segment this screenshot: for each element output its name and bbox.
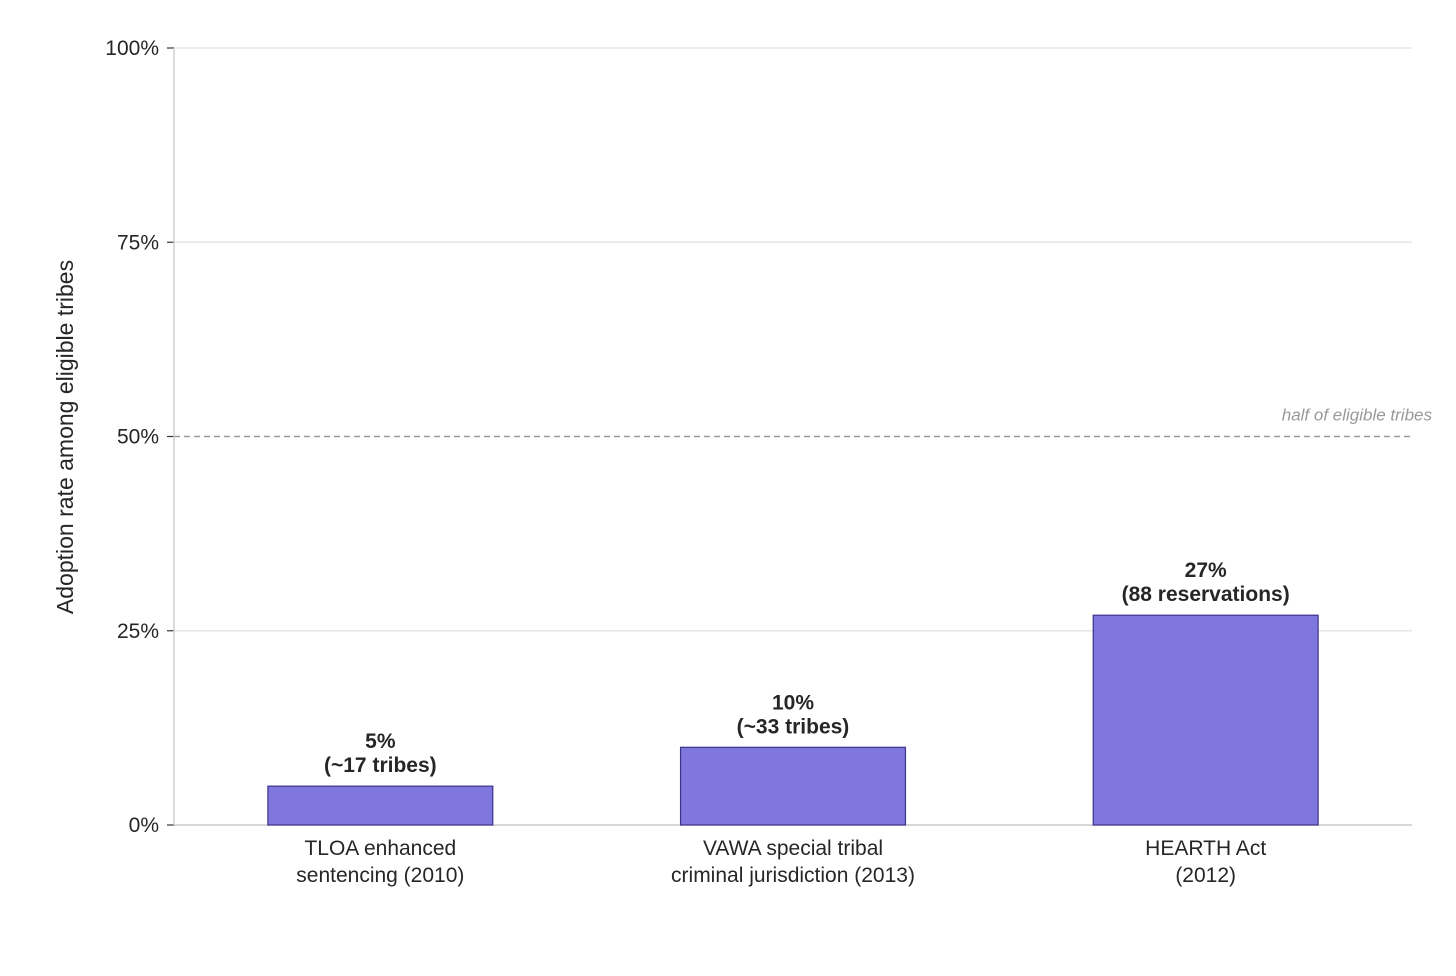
bar — [1092, 614, 1319, 826]
reference-line-label: half of eligible tribes — [1282, 406, 1433, 425]
bars — [267, 614, 1319, 826]
bar-data-label: (88 reservations) — [1122, 583, 1290, 606]
y-tick-label: 50% — [117, 426, 159, 449]
x-category-label: VAWA special tribal — [703, 837, 883, 860]
bar-data-label: 5% — [365, 730, 396, 753]
bar — [679, 746, 907, 826]
x-category-label: sentencing (2010) — [296, 864, 464, 887]
y-tick-label: 25% — [117, 620, 159, 643]
x-category-label: TLOA enhanced — [304, 837, 456, 860]
x-category-label: HEARTH Act — [1145, 837, 1266, 860]
data-labels: 5%(~17 tribes) 10%(~33 tribes) 27%(88 rese… — [324, 559, 1290, 777]
x-category-label: (2012) — [1175, 864, 1236, 887]
x-category-label: criminal jurisdiction (2013) — [671, 864, 915, 887]
y-tick-label: 0% — [129, 814, 159, 837]
y-tick-label: 100% — [105, 37, 159, 60]
gridlines — [174, 47, 1412, 632]
axes: 0% 25% 50% 75% 100% TLOA enhanced sentencing (… — [105, 37, 1412, 887]
bar-data-label: (~17 tribes) — [324, 754, 437, 777]
bar — [267, 785, 494, 826]
reference-line-group: half of eligible tribes — [174, 406, 1433, 438]
y-tick-label: 75% — [117, 231, 159, 254]
y-axis-label: Adoption rate among eligible tribes — [52, 260, 78, 614]
bar-data-label: 27% — [1185, 559, 1227, 582]
bar-data-label: (~33 tribes) — [737, 715, 850, 738]
bar-data-label: 10% — [772, 691, 814, 714]
